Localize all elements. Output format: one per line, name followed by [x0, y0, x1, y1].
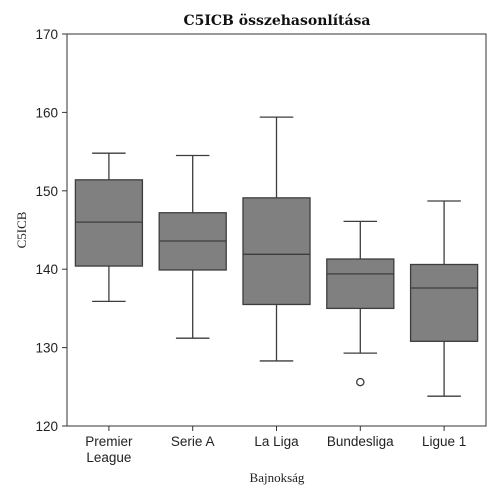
chart-title: C5ICB összehasonlítása: [183, 13, 370, 29]
iqr-box: [242, 197, 311, 306]
iqr-box: [409, 263, 479, 342]
outlier-point: [356, 377, 365, 387]
x-tick-label: Bundesliga: [327, 434, 394, 449]
x-axis-label: Bajnokság: [250, 470, 305, 485]
box-serie-a: [158, 154, 227, 339]
iqr-box: [74, 179, 144, 267]
box-series: [74, 116, 479, 397]
box-la-liga: [242, 116, 311, 362]
x-tick-label: Serie A: [171, 434, 215, 449]
iqr-box: [326, 258, 395, 310]
x-tick-label: Ligue 1: [422, 434, 466, 449]
x-axis: Premier League Serie A La Liga Bundesliga Lig…: [85, 426, 466, 465]
y-tick-label: 120: [35, 419, 58, 434]
box-bundesliga: [326, 220, 395, 387]
y-tick-label: 150: [35, 184, 58, 199]
x-tick-label: La Liga: [254, 434, 299, 449]
y-tick-label: 170: [35, 27, 58, 42]
x-tick-label: Premier League: [85, 434, 133, 465]
y-axis: 120 130 140 150 160 170: [35, 27, 67, 434]
y-tick-label: 160: [35, 105, 58, 120]
y-axis-label: C5ICB: [14, 211, 29, 248]
box-premier-league: [74, 152, 144, 302]
y-tick-label: 130: [35, 341, 58, 356]
y-tick-label: 140: [35, 262, 58, 277]
box-ligue-1: [409, 200, 479, 397]
